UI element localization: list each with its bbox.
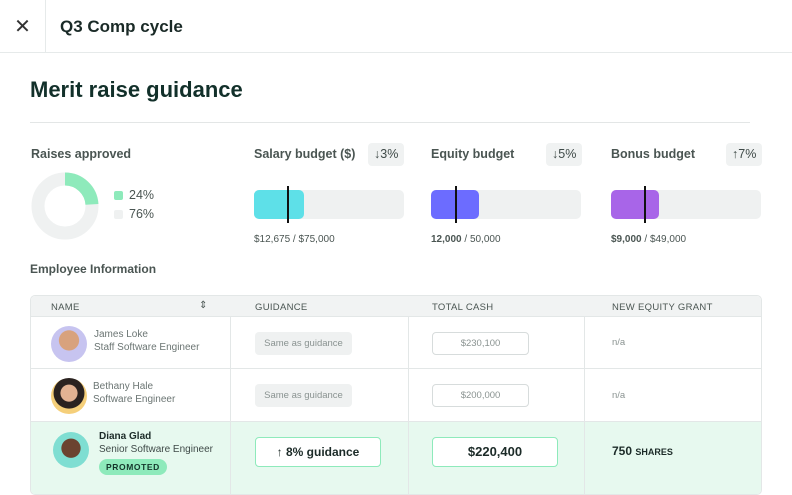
divider [30, 122, 750, 123]
budget-bar [254, 186, 404, 223]
promoted-badge: PROMOTED [99, 459, 167, 475]
budget-values: 12,000 / 50,000 [431, 234, 501, 245]
budget-marker [287, 186, 289, 223]
employee-name: James Loke [94, 329, 148, 340]
table-row-selected[interactable]: Diana Glad Senior Software Engineer PROM… [31, 422, 761, 494]
table-row[interactable]: James Loke Staff Software Engineer Same … [31, 317, 761, 369]
budget-marker [644, 186, 646, 223]
avatar [51, 326, 87, 362]
budget-marker [455, 186, 457, 223]
budget-used: $9,000 [611, 234, 642, 245]
section-title: Employee Information [30, 262, 157, 276]
budget-values: $12,675 / $75,000 [254, 234, 335, 245]
employee-title: Senior Software Engineer [99, 444, 213, 455]
column-divider [584, 317, 585, 494]
equity-value: 750 SHARES [612, 444, 673, 458]
budget-label: Equity budget [431, 147, 515, 161]
budget-bar [431, 186, 581, 223]
budget-used: $12,675 [254, 234, 291, 245]
avatar [53, 432, 89, 468]
column-divider [230, 317, 231, 494]
legend-remaining: 76% [114, 207, 154, 221]
total-cash-input[interactable]: $220,400 [432, 437, 558, 467]
budget-fill [611, 190, 659, 219]
guidance-input[interactable]: ↑ 8% guidance [255, 437, 381, 467]
budget-total: 50,000 [469, 234, 501, 245]
table-header: NAME ⇕ GUIDANCE TOTAL CASH NEW EQUITY GR… [31, 296, 761, 317]
change-badge: ↓3% [368, 143, 405, 166]
cycle-title: Q3 Comp cycle [60, 17, 183, 36]
budget-bar [611, 186, 761, 223]
raises-donut-chart [31, 172, 99, 240]
legend-approved: 24% [114, 188, 154, 202]
column-divider [408, 317, 409, 494]
column-name[interactable]: NAME [51, 302, 80, 313]
column-guidance: GUIDANCE [255, 302, 308, 313]
total-cash-input[interactable]: $230,100 [432, 332, 529, 355]
page-title: Merit raise guidance [30, 77, 243, 102]
employee-title: Software Engineer [93, 394, 176, 405]
change-badge: ↓5% [546, 143, 583, 166]
donut-approved [31, 172, 99, 240]
equity-unit: SHARES [635, 447, 673, 457]
total-cash-input[interactable]: $200,000 [432, 384, 529, 407]
budget-total: $49,000 [649, 234, 687, 245]
change-badge: ↑7% [726, 143, 763, 166]
guidance-pill[interactable]: Same as guidance [255, 384, 352, 407]
equity-shares: 750 [612, 444, 633, 458]
avatar [51, 378, 87, 414]
employee-title: Staff Software Engineer [94, 342, 200, 353]
legend-remaining-value: 76% [129, 207, 155, 221]
budget-label: Salary budget ($) [254, 147, 356, 161]
top-bar: ✕ Q3 Comp cycle [0, 0, 792, 53]
raises-approved-label: Raises approved [31, 147, 132, 161]
budget-fill [254, 190, 304, 219]
legend-swatch [114, 209, 123, 219]
employee-name: Diana Glad [99, 431, 152, 442]
employee-table: NAME ⇕ GUIDANCE TOTAL CASH NEW EQUITY GR… [30, 295, 762, 495]
legend-swatch [114, 190, 123, 200]
equity-value: n/a [612, 337, 626, 348]
close-icon[interactable]: ✕ [0, 0, 46, 53]
legend-approved-value: 24% [129, 188, 155, 202]
budget-values: $9,000 / $49,000 [611, 234, 687, 245]
budget-label: Bonus budget [611, 147, 696, 161]
budget-used: 12,000 [431, 234, 462, 245]
equity-value: n/a [612, 390, 626, 401]
employee-name: Bethany Hale [93, 381, 154, 392]
guidance-pill[interactable]: Same as guidance [255, 332, 352, 355]
sort-icon[interactable]: ⇕ [199, 300, 208, 311]
budget-total: $75,000 [298, 234, 335, 245]
column-total-cash: TOTAL CASH [432, 302, 494, 313]
column-equity: NEW EQUITY GRANT [612, 302, 713, 313]
table-row[interactable]: Bethany Hale Software Engineer Same as g… [31, 369, 761, 422]
